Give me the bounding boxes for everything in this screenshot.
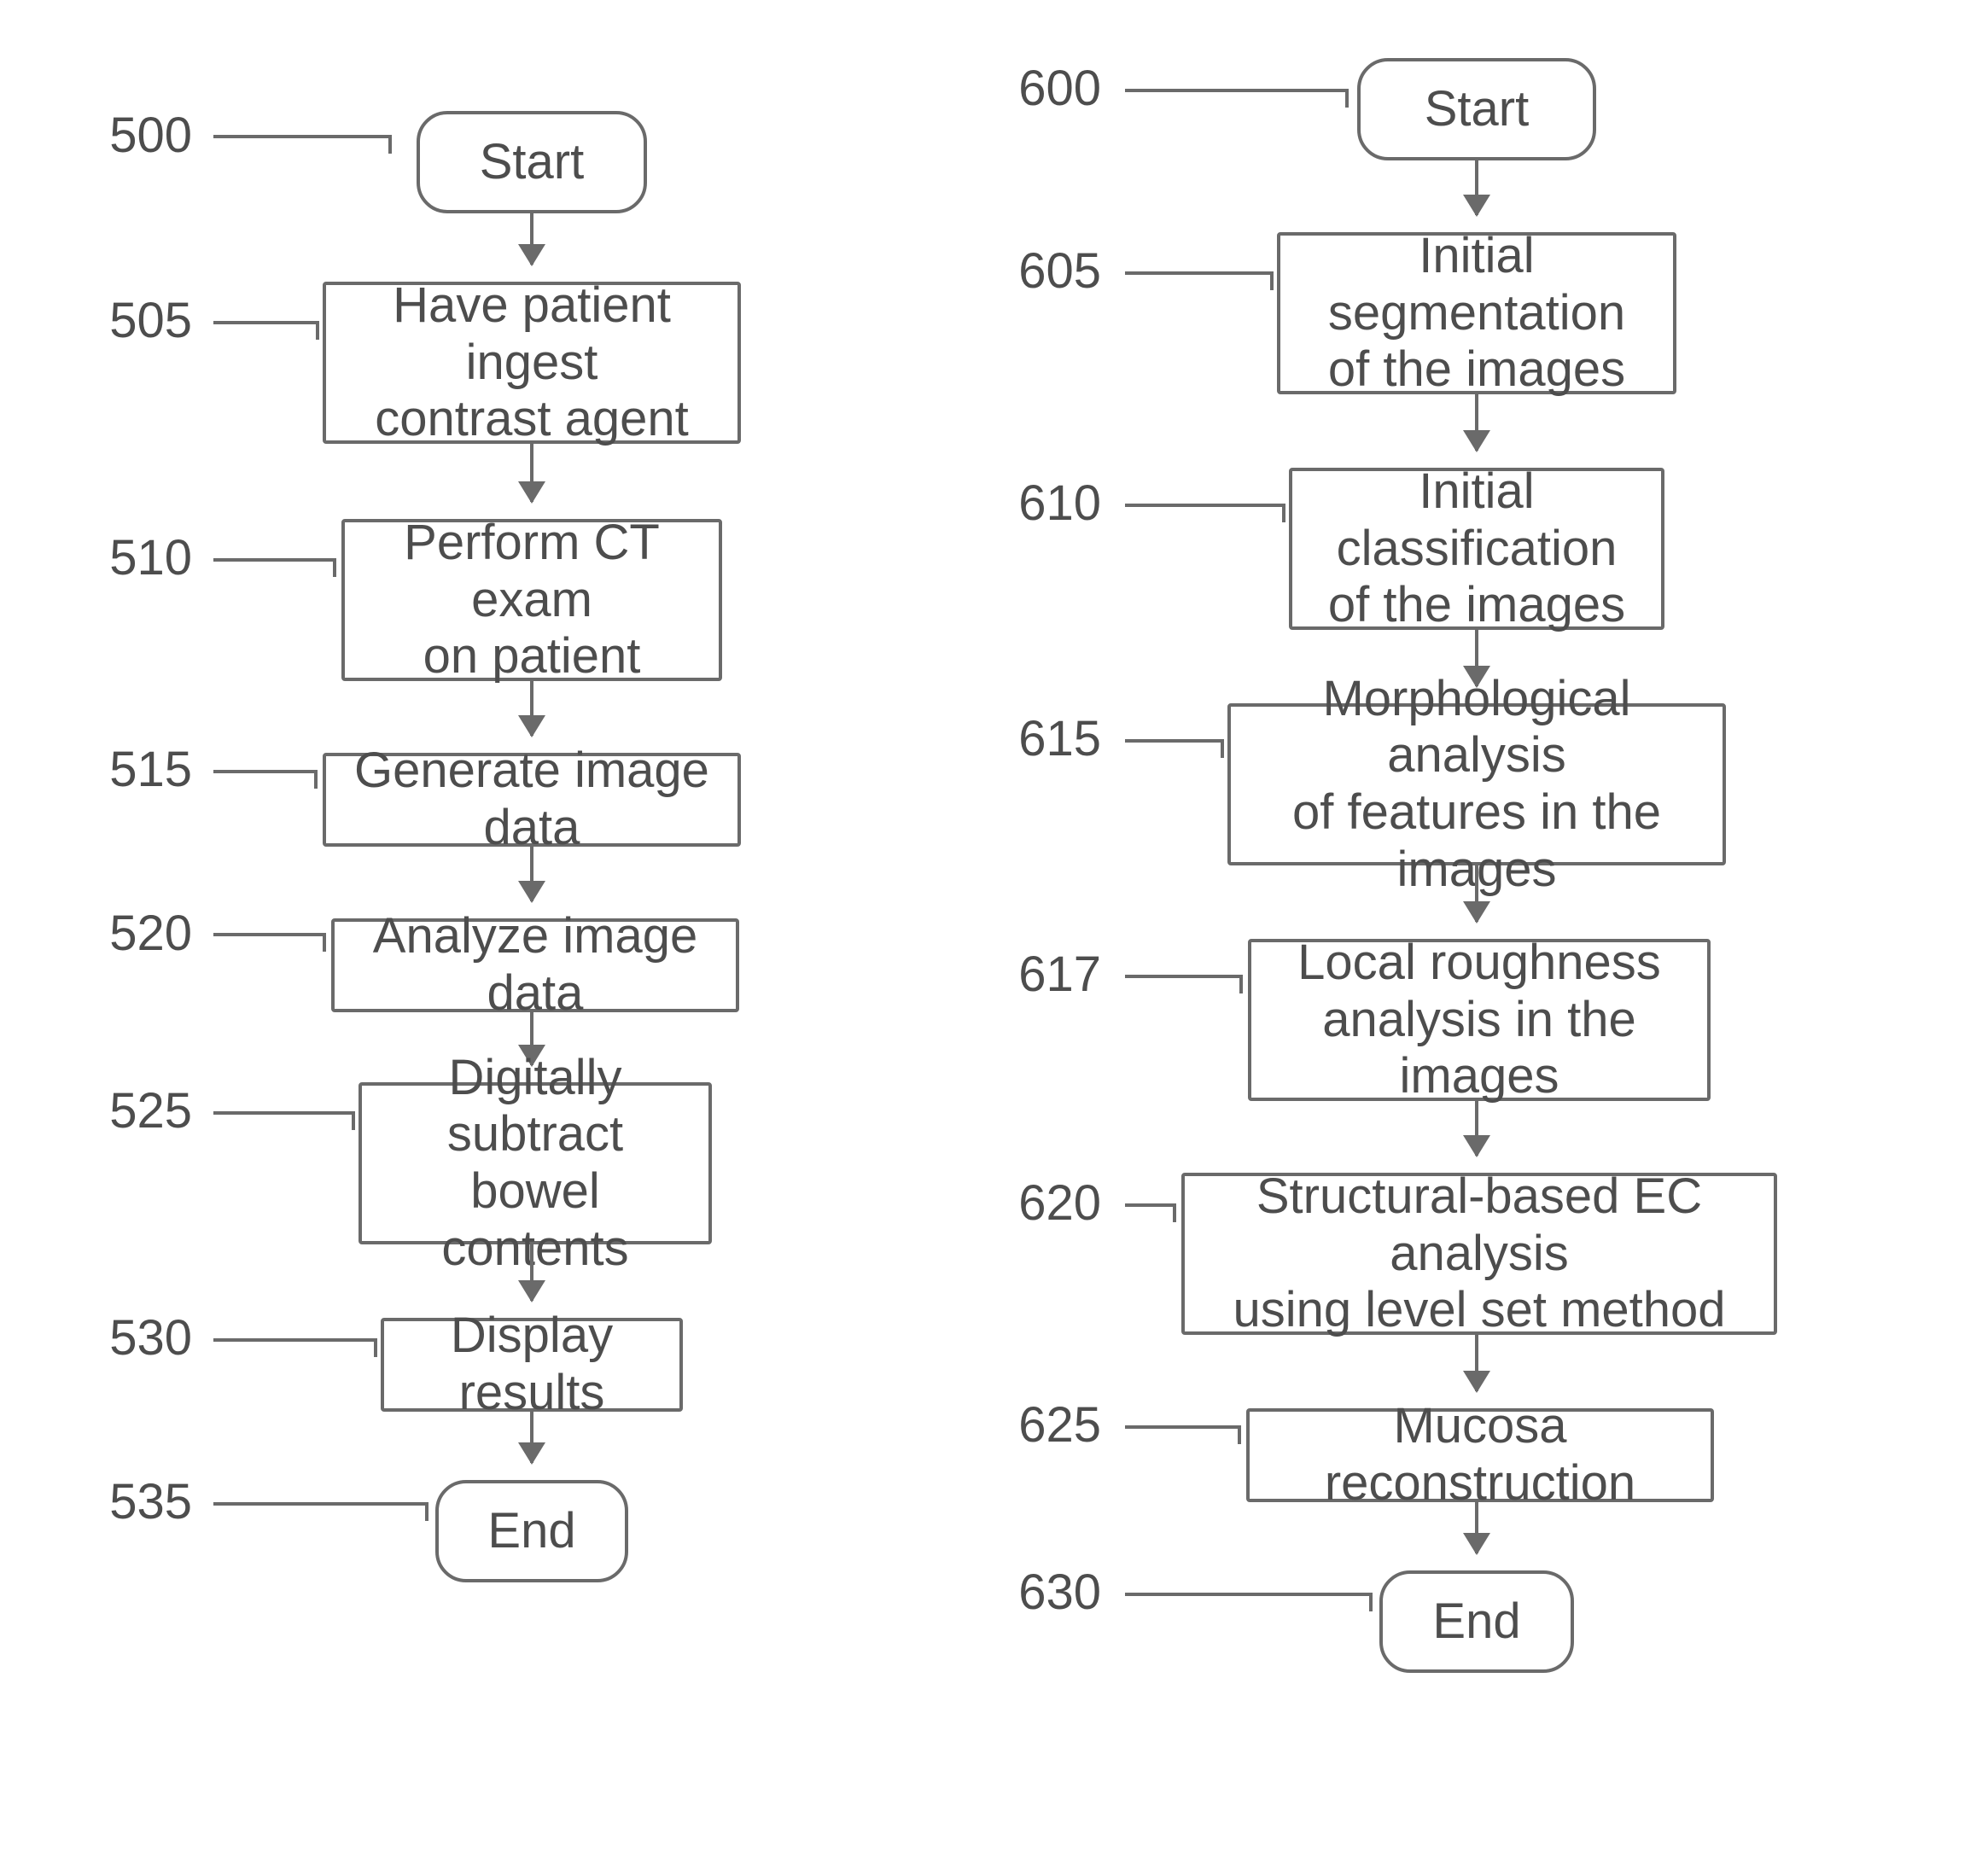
arrow-605-610 <box>1475 394 1478 451</box>
node-label-610: 610 <box>1018 475 1101 532</box>
leader-630 <box>1125 1593 1369 1596</box>
node-500-start: Start <box>417 111 647 213</box>
leader-505 <box>213 321 316 324</box>
arrow-510-515 <box>530 681 533 736</box>
node-label-617: 617 <box>1018 946 1101 1003</box>
arrow-615-617 <box>1475 865 1478 922</box>
node-text: Have patient ingest contrast agent <box>338 277 726 448</box>
node-text: Structural-based EC analysis using level… <box>1197 1168 1762 1339</box>
node-text: End <box>487 1503 575 1560</box>
leader-515 <box>213 770 314 773</box>
node-label-605: 605 <box>1018 242 1101 300</box>
node-text: Analyze image data <box>347 908 724 1022</box>
arrow-505-510 <box>530 444 533 502</box>
node-label-515: 515 <box>109 741 192 798</box>
leader-520 <box>213 933 323 936</box>
node-label-530: 530 <box>109 1309 192 1366</box>
node-515: Generate image data <box>323 753 741 847</box>
node-535-end: End <box>435 1480 628 1582</box>
node-620: Structural-based EC analysis using level… <box>1181 1173 1777 1335</box>
flowchart-canvas: 500 Start 505 Have patient ingest contra… <box>0 0 1982 1876</box>
node-label-500: 500 <box>109 107 192 164</box>
leader-510 <box>213 558 333 562</box>
label-text: 530 <box>109 1310 192 1366</box>
leader-615 <box>1125 739 1221 743</box>
node-text: Initial segmentation of the images <box>1292 228 1661 399</box>
arrow-625-630 <box>1475 1502 1478 1553</box>
leader-605 <box>1125 271 1270 275</box>
node-label-520: 520 <box>109 905 192 962</box>
node-label-505: 505 <box>109 292 192 349</box>
node-625: Mucosa reconstruction <box>1246 1408 1714 1502</box>
node-text: Start <box>480 134 585 191</box>
arrow-600-605 <box>1475 160 1478 215</box>
node-text: Perform CT exam on patient <box>357 515 707 685</box>
label-text: 610 <box>1018 475 1101 531</box>
node-label-625: 625 <box>1018 1396 1101 1454</box>
label-text: 630 <box>1018 1564 1101 1620</box>
label-text: 520 <box>109 906 192 961</box>
label-text: 535 <box>109 1474 192 1529</box>
node-530: Display results <box>381 1318 683 1412</box>
leader-535 <box>213 1502 425 1506</box>
node-text: Generate image data <box>338 743 726 856</box>
node-610: Initial classification of the images <box>1289 468 1664 630</box>
arrow-500-505 <box>530 213 533 265</box>
label-text: 617 <box>1018 947 1101 1002</box>
node-label-600: 600 <box>1018 60 1101 117</box>
arrow-515-520 <box>530 847 533 901</box>
arrow-525-530 <box>530 1244 533 1301</box>
node-label-525: 525 <box>109 1082 192 1139</box>
arrow-620-625 <box>1475 1335 1478 1391</box>
node-615: Morphological analysis of features in th… <box>1227 703 1726 865</box>
node-label-620: 620 <box>1018 1174 1101 1232</box>
node-617: Local roughness analysis in the images <box>1248 939 1711 1101</box>
node-505: Have patient ingest contrast agent <box>323 282 741 444</box>
node-text: Morphological analysis of features in th… <box>1243 671 1711 899</box>
leader-617 <box>1125 975 1239 978</box>
node-text: Start <box>1425 81 1530 138</box>
label-text: 515 <box>109 742 192 797</box>
node-label-615: 615 <box>1018 710 1101 767</box>
label-text: 505 <box>109 293 192 348</box>
leader-620 <box>1125 1203 1173 1207</box>
node-525: Digitally subtract bowel contents <box>359 1082 712 1244</box>
label-text: 510 <box>109 530 192 586</box>
node-text: Initial classification of the images <box>1304 463 1649 634</box>
arrow-530-535 <box>530 1412 533 1463</box>
node-label-510: 510 <box>109 529 192 586</box>
node-label-630: 630 <box>1018 1564 1101 1621</box>
label-text: 525 <box>109 1083 192 1139</box>
label-text: 620 <box>1018 1175 1101 1231</box>
leader-530 <box>213 1338 374 1342</box>
node-label-535: 535 <box>109 1473 192 1530</box>
leader-610 <box>1125 504 1282 507</box>
leader-525 <box>213 1111 352 1115</box>
label-text: 625 <box>1018 1397 1101 1453</box>
node-510: Perform CT exam on patient <box>341 519 722 681</box>
node-text: Mucosa reconstruction <box>1262 1398 1699 1512</box>
node-600-start: Start <box>1357 58 1596 160</box>
node-520: Analyze image data <box>331 918 739 1012</box>
leader-625 <box>1125 1425 1238 1429</box>
node-text: Display results <box>396 1308 667 1421</box>
node-text: Digitally subtract bowel contents <box>374 1050 697 1278</box>
node-text: Local roughness analysis in the images <box>1263 935 1695 1105</box>
label-text: 605 <box>1018 243 1101 299</box>
leader-600 <box>1125 89 1345 92</box>
label-text: 600 <box>1018 61 1101 116</box>
node-630-end: End <box>1379 1570 1574 1673</box>
node-605: Initial segmentation of the images <box>1277 232 1676 394</box>
leader-500 <box>213 135 388 138</box>
label-text: 615 <box>1018 711 1101 766</box>
label-text: 500 <box>109 108 192 163</box>
arrow-617-620 <box>1475 1101 1478 1156</box>
node-text: End <box>1432 1593 1520 1651</box>
